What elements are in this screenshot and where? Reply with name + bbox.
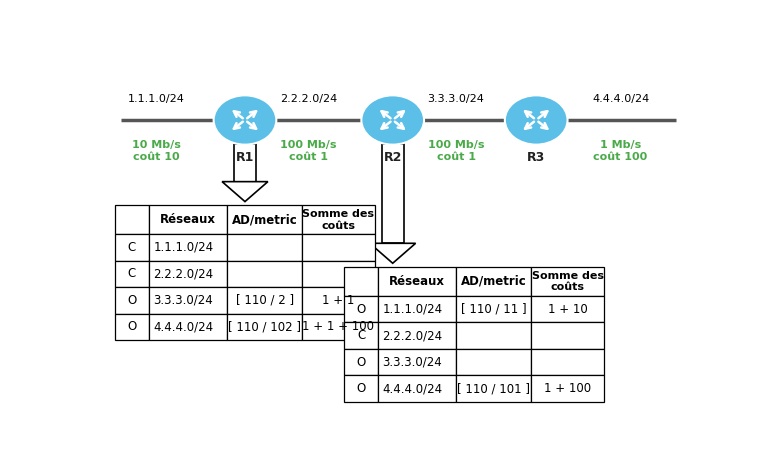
Bar: [149, 234, 227, 261]
Bar: [234, 144, 256, 182]
Bar: [345, 322, 377, 349]
Text: C: C: [128, 241, 136, 254]
Text: Somme des
coûts: Somme des coûts: [303, 209, 374, 230]
Bar: [302, 314, 374, 340]
Ellipse shape: [361, 95, 424, 145]
Bar: [149, 314, 227, 340]
Text: [ 110 / 101 ]: [ 110 / 101 ]: [457, 382, 530, 395]
Bar: [227, 314, 302, 340]
Bar: [382, 144, 404, 244]
Text: R3: R3: [527, 151, 545, 164]
Text: 100 Mb/s
coût 1: 100 Mb/s coût 1: [428, 140, 484, 162]
Bar: [377, 267, 456, 296]
Bar: [345, 296, 377, 322]
Bar: [302, 261, 374, 287]
Text: 2.2.2.0/24: 2.2.2.0/24: [279, 94, 337, 104]
Bar: [531, 349, 604, 375]
Ellipse shape: [505, 95, 567, 145]
Ellipse shape: [214, 95, 276, 145]
Text: C: C: [128, 268, 136, 280]
Text: R2: R2: [384, 151, 402, 164]
Text: 10 Mb/s
coût 10: 10 Mb/s coût 10: [132, 140, 180, 162]
Polygon shape: [370, 244, 415, 263]
Text: O: O: [356, 303, 366, 316]
Text: 1 + 100: 1 + 100: [544, 382, 591, 395]
Bar: [302, 234, 374, 261]
Text: C: C: [357, 329, 365, 342]
Bar: [115, 287, 149, 314]
Text: 3.3.3.0/24: 3.3.3.0/24: [428, 94, 485, 104]
Bar: [456, 375, 531, 402]
Text: [ 110 / 2 ]: [ 110 / 2 ]: [236, 294, 293, 307]
Bar: [345, 375, 377, 402]
Bar: [456, 267, 531, 296]
Text: 2.2.2.0/24: 2.2.2.0/24: [383, 329, 443, 342]
Text: O: O: [128, 294, 137, 307]
Bar: [456, 349, 531, 375]
Text: 1 + 1 + 100: 1 + 1 + 100: [303, 320, 374, 333]
Text: AD/metric: AD/metric: [232, 213, 297, 226]
Text: 2.2.2.0/24: 2.2.2.0/24: [153, 268, 213, 280]
Text: 1.1.1.0/24: 1.1.1.0/24: [383, 303, 443, 316]
Bar: [377, 296, 456, 322]
Bar: [115, 234, 149, 261]
Text: 1 + 10: 1 + 10: [548, 303, 587, 316]
Bar: [377, 322, 456, 349]
Text: 4.4.4.0/24: 4.4.4.0/24: [383, 382, 443, 395]
Bar: [456, 296, 531, 322]
Text: 1 Mb/s
coût 100: 1 Mb/s coût 100: [594, 140, 648, 162]
Bar: [115, 314, 149, 340]
Bar: [531, 322, 604, 349]
Bar: [345, 267, 377, 296]
Text: 1 + 1: 1 + 1: [322, 294, 355, 307]
Bar: [302, 287, 374, 314]
Text: O: O: [356, 356, 366, 369]
Text: 4.4.4.0/24: 4.4.4.0/24: [153, 320, 213, 333]
Bar: [531, 375, 604, 402]
Bar: [149, 261, 227, 287]
Bar: [149, 287, 227, 314]
Text: 3.3.3.0/24: 3.3.3.0/24: [153, 294, 213, 307]
Bar: [377, 375, 456, 402]
Bar: [456, 322, 531, 349]
Text: Réseaux: Réseaux: [389, 275, 445, 288]
Text: 100 Mb/s
coût 1: 100 Mb/s coût 1: [280, 140, 337, 162]
Polygon shape: [222, 182, 268, 202]
Text: [ 110 / 102 ]: [ 110 / 102 ]: [228, 320, 301, 333]
Text: 1.1.1.0/24: 1.1.1.0/24: [153, 241, 213, 254]
Bar: [377, 349, 456, 375]
Text: 1.1.1.0/24: 1.1.1.0/24: [128, 94, 185, 104]
Bar: [115, 261, 149, 287]
Bar: [531, 267, 604, 296]
Bar: [227, 261, 302, 287]
Text: O: O: [356, 382, 366, 395]
Bar: [531, 296, 604, 322]
Bar: [115, 205, 149, 234]
Text: 3.3.3.0/24: 3.3.3.0/24: [383, 356, 442, 369]
Text: R1: R1: [236, 151, 254, 164]
Text: AD/metric: AD/metric: [461, 275, 527, 288]
Bar: [227, 234, 302, 261]
Bar: [227, 287, 302, 314]
Text: Somme des
coûts: Somme des coûts: [531, 270, 604, 292]
Bar: [302, 205, 374, 234]
Bar: [227, 205, 302, 234]
Text: Réseaux: Réseaux: [159, 213, 216, 226]
Text: 4.4.4.0/24: 4.4.4.0/24: [592, 94, 649, 104]
Text: [ 110 / 11 ]: [ 110 / 11 ]: [461, 303, 527, 316]
Text: O: O: [128, 320, 137, 333]
Bar: [149, 205, 227, 234]
Bar: [345, 349, 377, 375]
